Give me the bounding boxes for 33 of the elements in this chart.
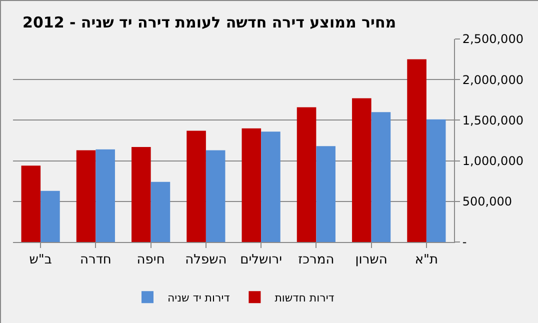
bar [186, 130, 206, 242]
x-tick-label: המרכז [298, 252, 334, 268]
bar [21, 166, 41, 242]
chart-title: מחיר ממוצע דירה חדשה לעומת דירה יד שניה - 2012 [22, 14, 396, 32]
bar [76, 150, 96, 242]
x-tick-label: חיפה [136, 252, 165, 268]
y-tick-label: 500,000 [462, 194, 512, 209]
bar [242, 128, 262, 242]
y-tick-label: 1,000,000 [462, 154, 524, 168]
y-tick-label: - [462, 235, 467, 250]
x-tick-label: חדרה [80, 252, 112, 268]
x-tick-label: השרון [355, 252, 388, 268]
x-tick-label: השפלה [185, 252, 227, 268]
bar [40, 190, 60, 242]
bar [407, 59, 426, 242]
bar [352, 98, 372, 242]
x-tick-label: ב"ש [29, 252, 52, 268]
x-tick-label: ירושלים [240, 252, 282, 268]
bar [371, 112, 391, 242]
bar [316, 146, 336, 242]
bar [261, 132, 280, 242]
bar [132, 147, 151, 242]
bar [150, 182, 170, 242]
x-tick-label: ת"א [414, 252, 438, 268]
bar [426, 119, 446, 242]
y-tick-label: 1,500,000 [462, 113, 524, 128]
legend-label: דירות יד שניה [168, 291, 230, 304]
bar [296, 107, 316, 242]
legend-label: דירות חדשות [274, 291, 334, 304]
bar [206, 150, 226, 242]
y-tick-label: 2,500,000 [462, 32, 524, 46]
y-tick-label: 2,000,000 [462, 72, 524, 87]
bar [96, 149, 115, 242]
